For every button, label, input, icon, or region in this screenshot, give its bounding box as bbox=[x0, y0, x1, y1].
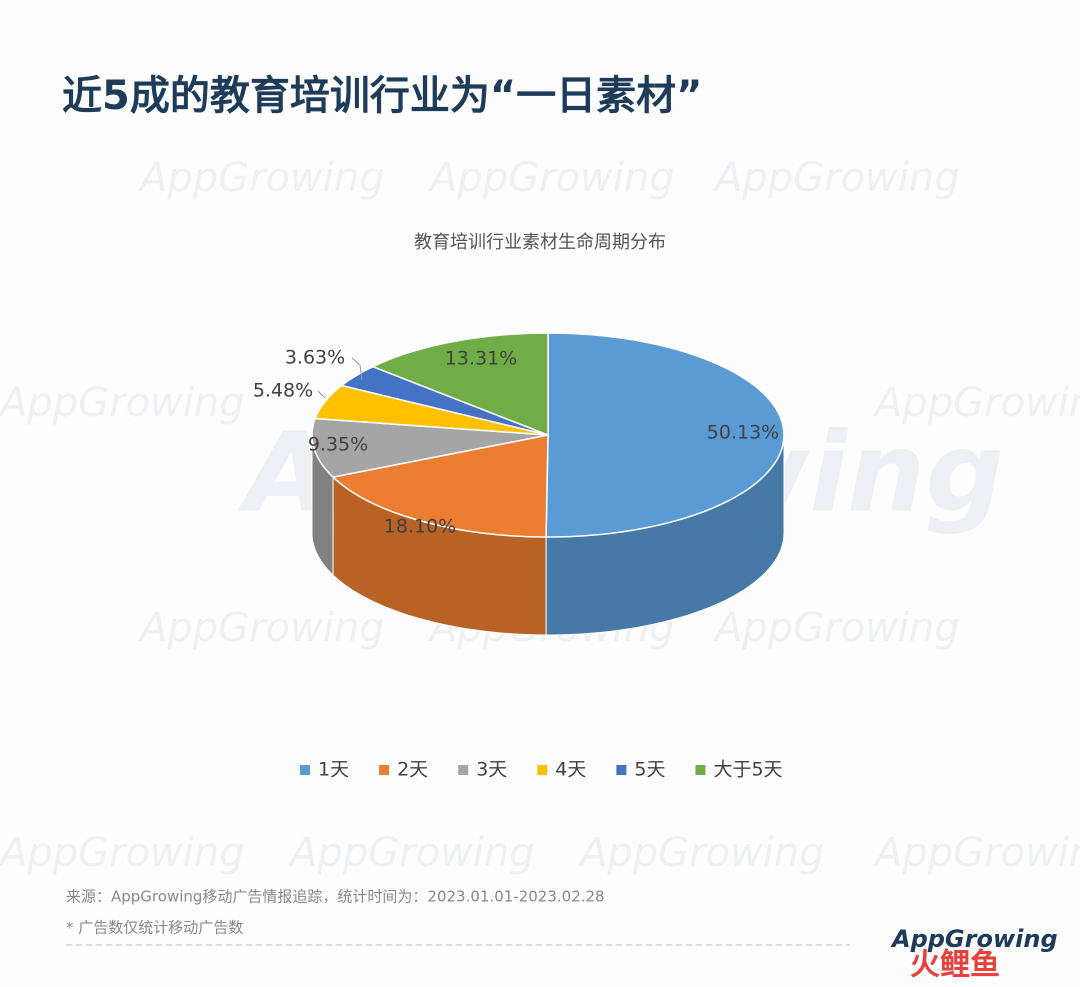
legend-label: 3天 bbox=[476, 759, 507, 781]
legend-swatch bbox=[300, 765, 310, 775]
legend-label: 5天 bbox=[634, 759, 665, 781]
pie-slice bbox=[545, 332, 785, 538]
legend-swatch bbox=[695, 765, 706, 775]
source: 来源：AppGrowing移动广告情报追踪，统计时间为：2023.01.01-2… bbox=[66, 888, 605, 906]
legend-label: 1天 bbox=[318, 759, 349, 781]
watermark: AppGrowing bbox=[0, 830, 245, 876]
data-label: 18.10% bbox=[384, 516, 456, 538]
pie-slice bbox=[331, 434, 549, 538]
watermark: AppGrowing bbox=[577, 830, 825, 876]
watermark: AppGrowing bbox=[712, 605, 960, 651]
data-label: 9.35% bbox=[308, 434, 368, 456]
legend-swatch bbox=[616, 765, 627, 775]
leader-line bbox=[351, 357, 363, 381]
legend-label: 大于5天 bbox=[713, 759, 782, 781]
brand: 火鲤鱼 bbox=[910, 948, 1000, 983]
chart-title: 教育培训行业素材生命周期分布 bbox=[414, 232, 666, 253]
watermark: AppGrowing bbox=[712, 155, 960, 201]
pie-slice bbox=[370, 332, 549, 437]
data-label: 50.13% bbox=[707, 422, 779, 444]
data-label: 5.48% bbox=[253, 380, 313, 402]
data-label: 13.31% bbox=[445, 348, 517, 370]
legend: 1天 2天 3天 4天 5天 大于5天 bbox=[300, 759, 783, 781]
note: * 广告数仅统计移动广告数 bbox=[66, 919, 243, 937]
legend-swatch bbox=[458, 765, 469, 775]
watermark: AppGrowing bbox=[287, 830, 535, 876]
legend-label: 2天 bbox=[397, 759, 428, 781]
data-label: 3.63% bbox=[285, 347, 345, 369]
watermark: AppGrowing bbox=[872, 830, 1080, 876]
watermark: AppGrowing bbox=[0, 380, 245, 426]
legend-label: 4天 bbox=[555, 759, 586, 781]
watermark: AppGrowing bbox=[137, 605, 385, 651]
watermark: AppGrowing bbox=[427, 155, 675, 201]
page-title: 近5成的教育培训行业为“一日素材” bbox=[62, 73, 702, 119]
pie: 50.13% 18.10% 9.35% 5.48% 3.63% 13.31% bbox=[253, 332, 785, 636]
logo: AppGrowing bbox=[890, 925, 1058, 953]
pie-slice bbox=[311, 417, 549, 478]
watermark: AppGrowing bbox=[872, 380, 1080, 426]
leader-line bbox=[317, 390, 326, 399]
watermark: AppGrowing bbox=[137, 155, 385, 201]
legend-swatch bbox=[537, 765, 548, 775]
legend-swatch bbox=[379, 765, 390, 775]
